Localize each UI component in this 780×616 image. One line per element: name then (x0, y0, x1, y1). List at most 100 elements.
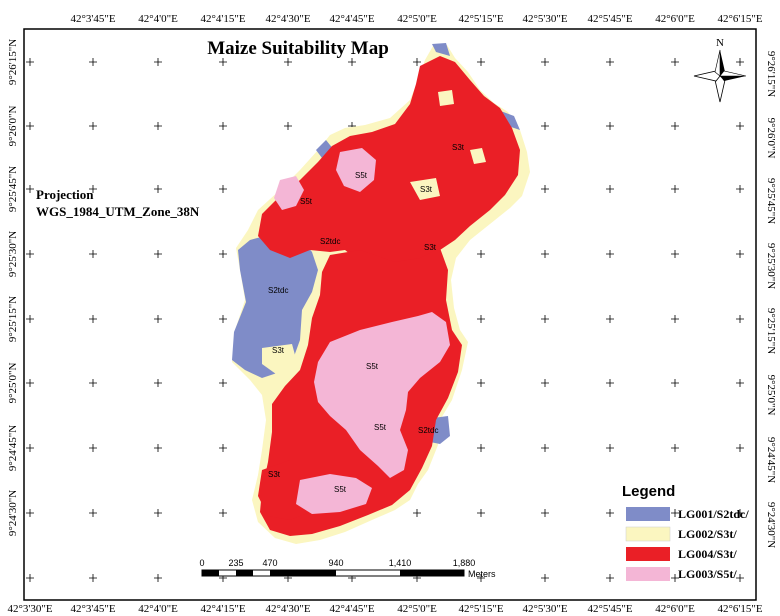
graticule-cross (541, 444, 549, 452)
coordinate-label: 42°5'15"E (458, 603, 503, 615)
coordinate-label: 9°25'45"N (765, 178, 777, 224)
legend-item-label: LG002/S3t/ (678, 527, 737, 541)
graticule-cross (89, 315, 97, 323)
zone-label: S5t (355, 171, 368, 180)
coordinate-label: 42°5'15"E (458, 13, 503, 25)
graticule-cross (219, 379, 227, 387)
graticule-cross (89, 444, 97, 452)
graticule-cross (284, 122, 292, 130)
graticule-cross (284, 58, 292, 66)
legend-swatch-s3t-light (625, 526, 671, 542)
coordinate-label: 42°4'0"E (138, 603, 178, 615)
graticule-cross (26, 122, 34, 130)
graticule-cross (219, 122, 227, 130)
zone-s5t-central (314, 312, 450, 478)
graticule-cross (89, 574, 97, 582)
coordinate-label: 42°5'0"E (397, 13, 437, 25)
graticule-cross (477, 444, 485, 452)
graticule-cross (154, 509, 162, 517)
coordinate-label: 9°25'45"N (7, 166, 19, 212)
coordinate-label: 42°5'30"E (522, 603, 567, 615)
legend-item-label: LG001/S2tdc/ (678, 507, 749, 521)
legend-item-label: LG003/S5t/ (678, 567, 737, 581)
coordinate-label: 9°25'15"N (765, 308, 777, 354)
graticule-cross (671, 574, 679, 582)
graticule-cross (671, 185, 679, 193)
graticule-cross (89, 250, 97, 258)
scale-tick-label: 0 (199, 558, 204, 568)
coordinate-label: 42°4'15"E (200, 13, 245, 25)
graticule-cross (477, 58, 485, 66)
graticule-cross (26, 379, 34, 387)
graticule-cross (89, 58, 97, 66)
coordinate-label: 42°4'30"E (265, 13, 310, 25)
coordinate-label: 42°6'0"E (655, 603, 695, 615)
zone-label: S2tdc (268, 286, 288, 295)
coordinate-label: 9°24'45"N (765, 437, 777, 483)
graticule-cross (606, 509, 614, 517)
projection-label: Projection (36, 187, 94, 202)
legend-swatch-s5t (626, 567, 670, 581)
graticule-cross (736, 509, 744, 517)
scale-tick-label: 940 (328, 558, 343, 568)
zone-s2tdc-west (232, 232, 318, 378)
graticule-cross (606, 444, 614, 452)
axis-labels: 42°3'30"E 42°3'45"E 42°4'0"E 42°4'15"E 42°4'… (7, 13, 777, 615)
graticule-cross (541, 509, 549, 517)
graticule-cross (477, 315, 485, 323)
graticule-cross (348, 58, 356, 66)
graticule-cross (26, 509, 34, 517)
map-title: Maize Suitability Map (207, 38, 389, 59)
coordinate-label: 42°3'45"E (70, 603, 115, 615)
graticule-cross (154, 58, 162, 66)
graticule-cross (219, 315, 227, 323)
coordinate-label: 42°6'15"E (717, 13, 762, 25)
graticule-cross (671, 250, 679, 258)
graticule-cross (219, 509, 227, 517)
graticule-cross (154, 250, 162, 258)
graticule-cross (154, 315, 162, 323)
scale-bar: 0 235 470 940 1,410 1,880 Meters (199, 558, 496, 579)
coordinate-label: 42°6'15"E (717, 603, 762, 615)
graticule-cross (541, 574, 549, 582)
zone-label: S2tdc (418, 426, 438, 435)
coordinate-label: 42°5'30"E (522, 13, 567, 25)
coordinate-label: 9°25'0"N (7, 363, 19, 404)
coordinate-label: 42°5'0"E (397, 603, 437, 615)
graticule-cross (606, 58, 614, 66)
coordinate-label: 9°25'0"N (765, 375, 777, 416)
coordinate-label: 9°24'45"N (7, 425, 19, 471)
graticule-cross (671, 444, 679, 452)
zone-label: S3t (424, 243, 437, 252)
graticule-cross (606, 185, 614, 193)
graticule-cross (154, 379, 162, 387)
scale-tick-label: 1,880 (453, 558, 476, 568)
graticule-cross (606, 379, 614, 387)
graticule-cross (541, 379, 549, 387)
coordinate-label: 42°4'30"E (265, 603, 310, 615)
graticule-cross (606, 250, 614, 258)
graticule-cross (671, 509, 679, 517)
zone-s3t-red-north (258, 56, 520, 272)
zone-s5t-north-b (336, 148, 376, 192)
graticule-cross (413, 509, 421, 517)
suitability-zones (232, 43, 530, 544)
scale-unit: Meters (468, 569, 496, 579)
graticule-cross (736, 122, 744, 130)
north-label: N (716, 37, 724, 49)
graticule-cross (26, 58, 34, 66)
graticule-cross (541, 58, 549, 66)
legend-item-label: LG004/S3t/ (678, 547, 737, 561)
zone-label: S3t (420, 185, 433, 194)
graticule-cross (89, 509, 97, 517)
graticule-cross (26, 250, 34, 258)
graticule-cross (541, 185, 549, 193)
graticule-cross (736, 379, 744, 387)
legend-title: Legend (622, 483, 675, 500)
graticule-cross (89, 122, 97, 130)
graticule-cross (154, 444, 162, 452)
coordinate-label: 42°5'45"E (587, 603, 632, 615)
coordinate-label: 9°25'30"N (7, 231, 19, 277)
coordinate-label: 9°25'15"N (7, 296, 19, 342)
